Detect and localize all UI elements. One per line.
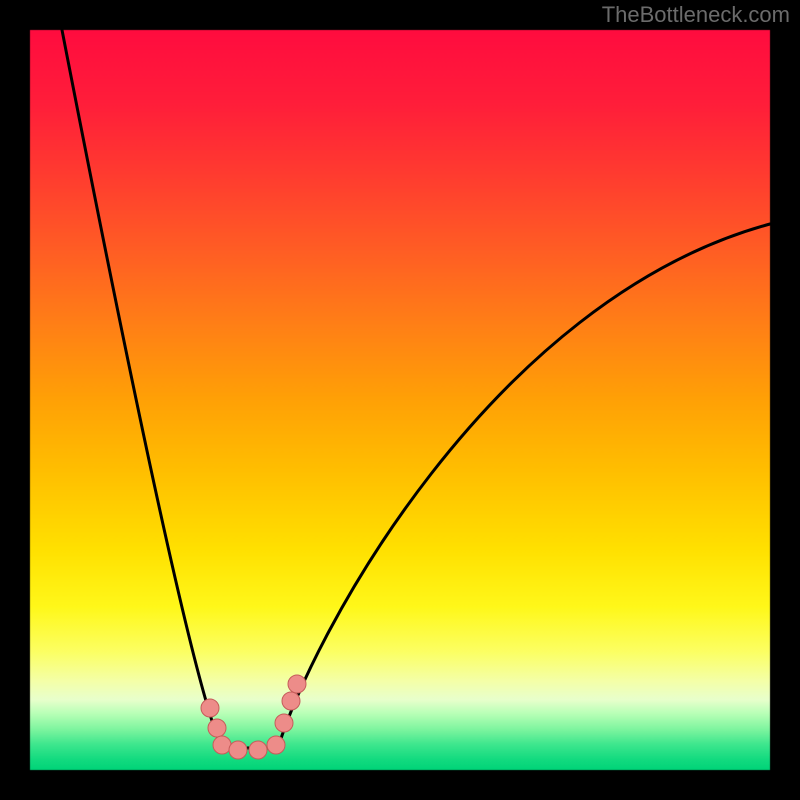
- marker-point: [282, 692, 300, 710]
- marker-point: [267, 736, 285, 754]
- marker-point: [288, 675, 306, 693]
- chart-container: TheBottleneck.com: [0, 0, 800, 800]
- marker-point: [249, 741, 267, 759]
- marker-point: [208, 719, 226, 737]
- marker-point: [213, 736, 231, 754]
- marker-point: [229, 741, 247, 759]
- marker-point: [275, 714, 293, 732]
- marker-point: [201, 699, 219, 717]
- watermark-text: TheBottleneck.com: [602, 2, 790, 28]
- bottleneck-curve: [62, 30, 770, 748]
- curve-overlay: [0, 0, 800, 800]
